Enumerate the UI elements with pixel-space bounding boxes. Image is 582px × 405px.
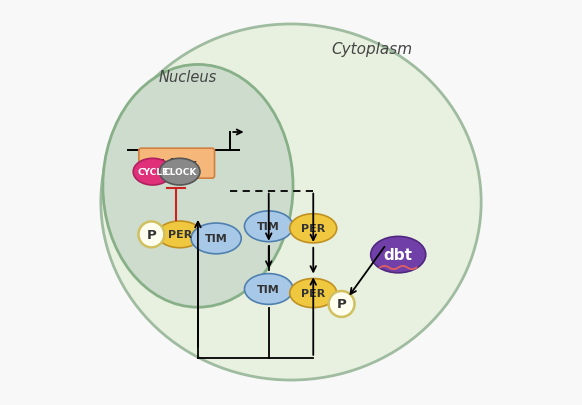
Text: CYCLE: CYCLE bbox=[137, 168, 168, 177]
Ellipse shape bbox=[103, 65, 293, 307]
Ellipse shape bbox=[371, 237, 426, 273]
Circle shape bbox=[329, 291, 354, 317]
Ellipse shape bbox=[159, 159, 200, 185]
Text: PER: PER bbox=[168, 230, 192, 240]
Text: E-box: E-box bbox=[156, 157, 198, 170]
Text: P: P bbox=[337, 298, 346, 311]
Ellipse shape bbox=[191, 224, 241, 254]
Text: PER: PER bbox=[301, 224, 325, 234]
Ellipse shape bbox=[290, 214, 337, 243]
Text: Nucleus: Nucleus bbox=[159, 70, 217, 85]
Text: TIM: TIM bbox=[205, 234, 228, 244]
Ellipse shape bbox=[158, 222, 202, 248]
FancyBboxPatch shape bbox=[139, 149, 215, 179]
Text: dbt: dbt bbox=[384, 247, 413, 262]
Text: TIM: TIM bbox=[257, 222, 280, 232]
Ellipse shape bbox=[290, 279, 337, 308]
Text: CLOCK: CLOCK bbox=[163, 168, 196, 177]
Ellipse shape bbox=[244, 211, 293, 242]
Circle shape bbox=[139, 222, 164, 248]
Text: Cytoplasm: Cytoplasm bbox=[331, 42, 413, 57]
Text: P: P bbox=[147, 228, 157, 241]
Ellipse shape bbox=[244, 274, 293, 305]
Text: PER: PER bbox=[301, 288, 325, 298]
Ellipse shape bbox=[101, 25, 481, 380]
Text: TIM: TIM bbox=[257, 284, 280, 294]
Ellipse shape bbox=[133, 159, 172, 185]
